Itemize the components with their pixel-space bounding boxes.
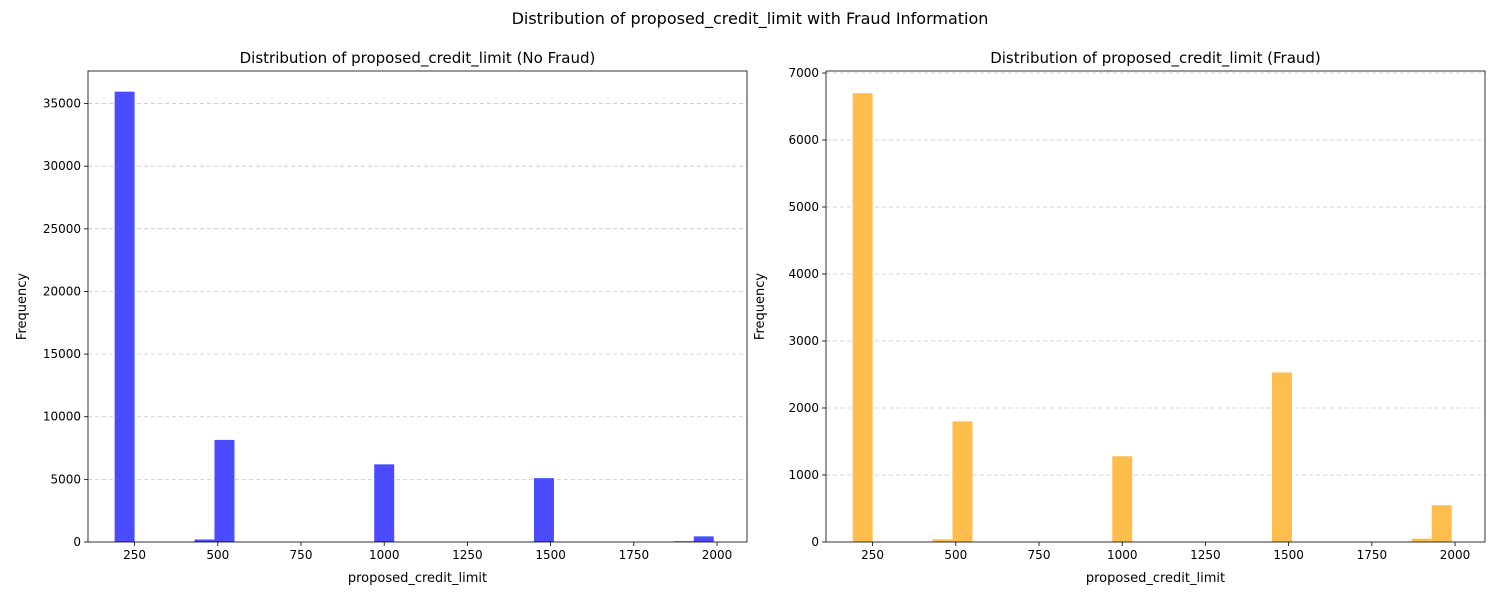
chart-0-ylabel: Frequency — [15, 273, 30, 340]
chart-1-bar-5 — [1411, 538, 1432, 542]
chart-1-ylabel: Frequency — [753, 273, 768, 340]
chart-1-ytick-label-2: 2000 — [788, 401, 819, 415]
chart-0-ytick-label-7: 35000 — [43, 97, 81, 111]
chart-1-ytick-label-0: 0 — [811, 535, 819, 549]
chart-0-bar-0 — [114, 91, 135, 542]
chart-1-title: Distribution of proposed_credit_limit (F… — [990, 49, 1321, 68]
chart-1-bar-6 — [1431, 505, 1452, 542]
chart-1-bar-0 — [852, 93, 873, 542]
chart-0-ytick-label-1: 5000 — [50, 472, 81, 486]
chart-0-xtick-label-4: 1250 — [452, 548, 483, 562]
chart-1-axes-frame — [825, 70, 1486, 543]
chart-0-xtick-label-2: 750 — [290, 548, 313, 562]
chart-0-xtick-label-6: 1750 — [619, 548, 650, 562]
chart-1-ytick-label-4: 4000 — [788, 267, 819, 281]
chart-1-bar-1 — [932, 539, 953, 542]
chart-0-title: Distribution of proposed_credit_limit (N… — [240, 49, 596, 68]
chart-1-xtick-label-7: 2000 — [1440, 548, 1471, 562]
chart-0-ytick-label-0: 0 — [73, 535, 81, 549]
figure-suptitle: Distribution of proposed_credit_limit wi… — [511, 9, 989, 28]
chart-1-xtick-label-3: 1000 — [1107, 548, 1138, 562]
chart-0-panel: 250 500 750 1000 1250 1500 1750 200005000100001… — [15, 49, 748, 586]
chart-1-ytick-label-1: 1000 — [788, 468, 819, 482]
chart-1-ytick-label-5: 5000 — [788, 200, 819, 214]
chart-1-xtick-label-6: 1750 — [1357, 548, 1388, 562]
chart-1-ytick-label-3: 3000 — [788, 334, 819, 348]
chart-0-xtick-label-1: 500 — [206, 548, 229, 562]
chart-1-ytick-label-6: 6000 — [788, 133, 819, 147]
chart-1-xtick-label-0: 250 — [861, 548, 884, 562]
chart-1-bar-3 — [1112, 456, 1133, 542]
chart-0-ytick-label-3: 15000 — [43, 347, 81, 361]
chart-0-xtick-label-3: 1000 — [369, 548, 400, 562]
chart-1-panel: 250 500 750 1000 1250 1500 1750 2000 0 1000 2000 30… — [753, 49, 1486, 586]
chart-1-xlabel: proposed_credit_limit — [1086, 571, 1225, 586]
chart-0-xlabel: proposed_credit_limit — [348, 571, 487, 586]
chart-1-ytick-label-7: 7000 — [788, 66, 819, 80]
chart-0-ytick-label-2: 10000 — [43, 410, 81, 424]
chart-0-xtick-label-0: 250 — [123, 548, 146, 562]
chart-1-xtick-label-1: 500 — [944, 548, 967, 562]
chart-1-xtick-label-4: 1250 — [1190, 548, 1221, 562]
chart-0-bar-4 — [533, 478, 554, 542]
chart-0-axes-frame — [87, 70, 748, 543]
chart-0-bar-6 — [693, 536, 714, 542]
chart-0-bar-1 — [194, 539, 215, 542]
chart-1-xtick-label-5: 1500 — [1273, 548, 1304, 562]
chart-0-bar-3 — [374, 464, 395, 542]
chart-0-ytick-label-6: 30000 — [43, 159, 81, 173]
chart-0-ytick-label-5: 25000 — [43, 222, 81, 236]
chart-0-ytick-label-4: 20000 — [43, 284, 81, 298]
chart-0-bar-2 — [214, 439, 235, 542]
chart-1-xtick-label-2: 750 — [1028, 548, 1051, 562]
chart-1-bar-2 — [952, 421, 973, 542]
chart-1-bar-4 — [1271, 372, 1292, 542]
chart-0-xtick-label-7: 2000 — [702, 548, 733, 562]
chart-0-xtick-label-5: 1500 — [535, 548, 566, 562]
